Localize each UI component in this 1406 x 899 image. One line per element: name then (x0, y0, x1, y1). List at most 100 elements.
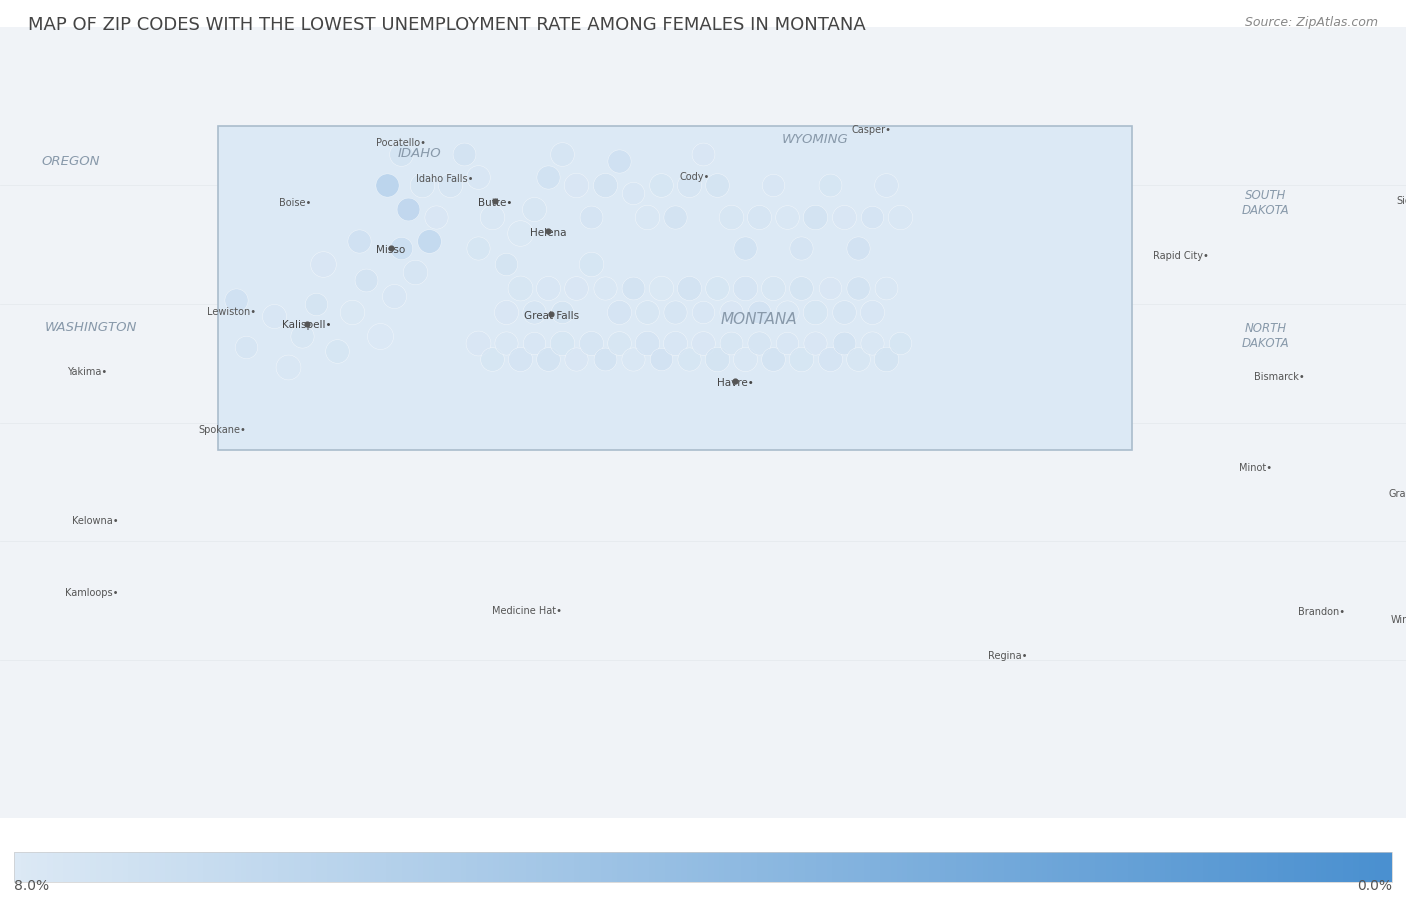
Text: Sic: Sic (1396, 196, 1406, 206)
Point (724, 374, 747, 388)
Point (790, 280, 813, 295)
Text: Bismarck•: Bismarck• (1254, 371, 1305, 382)
Text: Brandon•: Brandon• (1298, 608, 1346, 618)
Point (762, 280, 785, 295)
Point (818, 352, 841, 367)
Text: Misso: Misso (377, 245, 405, 255)
Text: Great Falls: Great Falls (523, 311, 579, 321)
Text: Pocatello•: Pocatello• (375, 138, 426, 148)
Point (225, 293, 247, 307)
Point (875, 178, 897, 192)
Point (509, 280, 531, 295)
Point (551, 336, 574, 351)
Text: Lewiston•: Lewiston• (208, 307, 256, 316)
Point (551, 305, 574, 319)
Point (453, 147, 475, 161)
Point (832, 336, 855, 351)
Point (860, 336, 883, 351)
Point (607, 336, 630, 351)
Text: Kelowna•: Kelowna• (72, 516, 120, 527)
Text: Regina•: Regina• (988, 651, 1028, 661)
Point (621, 186, 644, 200)
Point (734, 352, 756, 367)
Point (720, 209, 742, 224)
Point (312, 257, 335, 271)
Point (382, 289, 405, 303)
Point (593, 352, 616, 367)
Point (375, 178, 398, 192)
Text: Rapid City•: Rapid City• (1153, 252, 1209, 262)
Point (846, 280, 869, 295)
Point (706, 280, 728, 295)
Point (495, 305, 517, 319)
Point (467, 170, 489, 184)
Text: Helena: Helena (530, 227, 567, 237)
Point (650, 178, 672, 192)
Point (846, 241, 869, 255)
Point (291, 328, 314, 343)
Point (818, 178, 841, 192)
Point (636, 209, 658, 224)
Text: Kamloops•: Kamloops• (65, 588, 118, 598)
Point (495, 336, 517, 351)
Point (804, 305, 827, 319)
Text: Butte•: Butte• (478, 198, 512, 208)
Point (748, 336, 770, 351)
Text: 0.0%: 0.0% (1357, 879, 1392, 893)
Point (678, 280, 700, 295)
Point (484, 194, 506, 209)
Point (748, 305, 770, 319)
Point (832, 209, 855, 224)
Text: Havre•: Havre• (717, 378, 754, 388)
Point (889, 336, 911, 351)
Point (650, 280, 672, 295)
Point (295, 316, 318, 331)
Point (481, 352, 503, 367)
Text: Cody•: Cody• (679, 173, 710, 182)
Point (537, 352, 560, 367)
Text: Medicine Hat•: Medicine Hat• (492, 606, 562, 616)
Point (875, 280, 897, 295)
Point (706, 352, 728, 367)
Point (607, 155, 630, 169)
Point (621, 352, 644, 367)
Point (621, 280, 644, 295)
Point (734, 241, 756, 255)
Point (551, 147, 574, 161)
Point (579, 209, 602, 224)
Point (263, 308, 285, 323)
Text: Source: ZipAtlas.com: Source: ZipAtlas.com (1244, 16, 1378, 29)
Text: 8.0%: 8.0% (14, 879, 49, 893)
Text: Yakima•: Yakima• (67, 367, 107, 377)
Text: NORTH
DAKOTA: NORTH DAKOTA (1241, 322, 1289, 350)
Text: Casper•: Casper• (852, 125, 891, 135)
Text: SOUTH
DAKOTA: SOUTH DAKOTA (1241, 189, 1289, 217)
Point (593, 280, 616, 295)
Point (579, 257, 602, 271)
Point (776, 209, 799, 224)
Point (818, 280, 841, 295)
Point (509, 352, 531, 367)
Point (537, 170, 560, 184)
Point (734, 280, 756, 295)
Point (579, 336, 602, 351)
Text: Winn: Winn (1391, 615, 1406, 626)
Text: WASHINGTON: WASHINGTON (45, 321, 138, 334)
Point (776, 305, 799, 319)
Point (396, 201, 419, 216)
Point (692, 305, 714, 319)
Point (340, 305, 363, 319)
Point (636, 336, 658, 351)
Point (762, 352, 785, 367)
Point (692, 336, 714, 351)
Text: MAP OF ZIP CODES WITH THE LOWEST UNEMPLOYMENT RATE AMONG FEMALES IN MONTANA: MAP OF ZIP CODES WITH THE LOWEST UNEMPLO… (28, 16, 866, 34)
Text: MONTANA: MONTANA (721, 312, 797, 327)
Point (481, 209, 503, 224)
Point (354, 273, 377, 288)
Point (389, 241, 412, 255)
Point (706, 178, 728, 192)
Text: Kalispell•: Kalispell• (281, 320, 332, 330)
Point (776, 336, 799, 351)
Point (593, 178, 616, 192)
Point (368, 328, 391, 343)
